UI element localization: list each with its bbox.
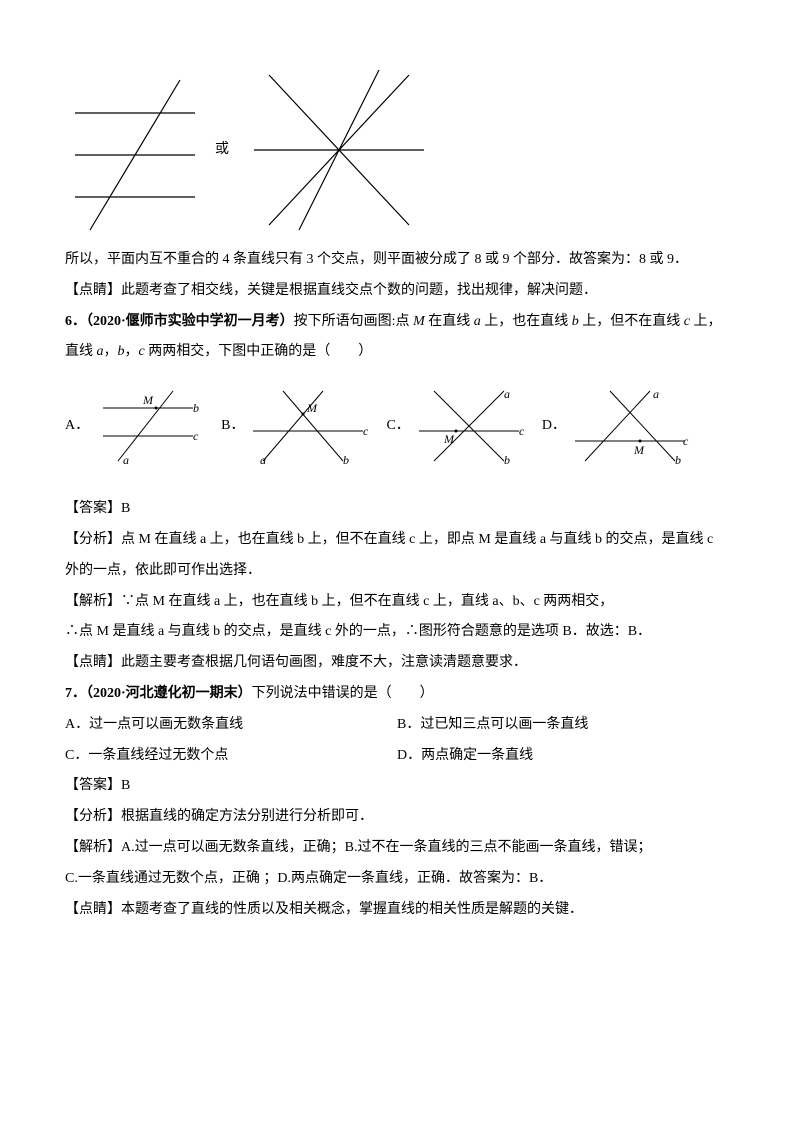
q7-optD: D．两点确定一条直线 [397, 741, 729, 772]
svg-text:a: a [260, 453, 266, 466]
q6-t5: 上， [690, 314, 722, 329]
figure-lines-2 [239, 65, 439, 235]
option-C-label: C． [386, 411, 409, 442]
q6-b: b [572, 314, 579, 329]
or-text: 或 [215, 135, 229, 166]
q6-t1: 按下所语句画图:点 [294, 314, 413, 329]
svg-text:c: c [193, 429, 199, 443]
q7-jiexi: 【解析】A.过一点可以画无数条直线，正确；B.过不在一条直线的三点不能画一条直线… [65, 833, 729, 864]
q7-optA: A．过一点可以画无数条直线 [65, 710, 397, 741]
svg-text:a: a [504, 387, 510, 401]
q6-options: A． M b c a B． M c a b C． [65, 386, 729, 466]
q7-stem: 7．（2020·河北遵化初一期末）下列说法中错误的是（ ） [65, 679, 729, 710]
q6-l2b: ， [104, 344, 118, 359]
svg-text:M: M [142, 393, 154, 407]
option-C-figure: M c a b [414, 386, 524, 466]
q6-dianjing: 【点睛】此题主要考查根据几何语句画图，难度不大，注意读清题意要求． [65, 648, 729, 679]
q6-jiexi1: 【解析】∵点 M 在直线 a 上，也在直线 b 上，但不在直线 c 上，直线 a… [65, 587, 729, 618]
option-C: C． M c a b [386, 386, 523, 466]
option-A-label: A． [65, 411, 89, 442]
svg-text:M: M [443, 432, 455, 446]
q7-jiexi2: C.一条直线通过无数个点，正确 ；D.两点确定一条直线，正确．故答案为：B． [65, 864, 729, 895]
top-dianjing: 【点睛】此题考查了相交线，关键是根据直线交点个数的问题，找出规律，解决问题． [65, 276, 729, 307]
q6-fenxi: 【分析】点 M 在直线 a 上，也在直线 b 上，但不在直线 c 上，即点 M … [65, 525, 729, 587]
top-conclusion: 所以，平面内互不重合的 4 条直线只有 3 个交点，则平面被分成了 8 或 9 … [65, 245, 729, 276]
svg-text:b: b [193, 401, 199, 415]
svg-text:c: c [683, 434, 689, 448]
svg-text:b: b [504, 453, 510, 466]
svg-text:M: M [633, 443, 645, 457]
q6-t3: 上，也在直线 [481, 314, 572, 329]
q6-stem: 6．（2020·偃师市实验中学初一月考）按下所语句画图:点 M 在直线 a 上，… [65, 307, 729, 338]
option-D: D． M c a b [542, 386, 690, 466]
option-B: B． M c a b [221, 386, 368, 466]
option-D-label: D． [542, 411, 566, 442]
svg-text:b: b [343, 453, 349, 466]
option-A: A． M b c a [65, 386, 203, 466]
q6-M: M [413, 314, 425, 329]
q6-jiexi2: ∴点 M 是直线 a 与直线 b 的交点，是直线 c 外的一点，∴图形符合题意的… [65, 617, 729, 648]
q7-optC: C．一条直线经过无数个点 [65, 741, 397, 772]
q7-answer: 【答案】B [65, 771, 729, 802]
svg-text:a: a [653, 387, 659, 401]
option-B-figure: M c a b [248, 386, 368, 466]
option-A-figure: M b c a [93, 386, 203, 466]
q6-a: a [474, 314, 481, 329]
q7-dianjing: 【点睛】本题考查了直线的性质以及相关概念，掌握直线的相关性质是解题的关键． [65, 895, 729, 926]
svg-text:a: a [123, 453, 129, 466]
figure-lines-1 [65, 65, 205, 235]
q6-t2: 在直线 [425, 314, 474, 329]
top-figure-pair: 或 [65, 65, 729, 235]
q6-l2d: 两两相交，下图中正确的是（ ） [145, 344, 373, 359]
q7-options-row1: A．过一点可以画无数条直线 B．过已知三点可以画一条直线 [65, 710, 729, 741]
svg-text:c: c [519, 424, 524, 438]
svg-text:c: c [363, 424, 368, 438]
option-D-figure: M c a b [570, 386, 690, 466]
q6-answer: 【答案】B [65, 494, 729, 525]
svg-text:b: b [675, 453, 681, 466]
q7-t1: 下列说法中错误的是（ ） [252, 686, 434, 701]
q6-t4: 上，但不在直线 [579, 314, 684, 329]
q6-a2: a [97, 344, 104, 359]
svg-text:M: M [306, 401, 318, 415]
option-B-label: B． [221, 411, 244, 442]
q7-options-row2: C．一条直线经过无数个点 D．两点确定一条直线 [65, 741, 729, 772]
q6-source: 6．（2020·偃师市实验中学初一月考） [65, 314, 294, 329]
q6-l2c: ， [125, 344, 139, 359]
q6-l2a: 直线 [65, 344, 97, 359]
q6-stem-2: 直线 a，b，c 两两相交，下图中正确的是（ ） [65, 337, 729, 368]
q7-source: 7．（2020·河北遵化初一期末） [65, 686, 252, 701]
q7-fenxi: 【分析】根据直线的确定方法分别进行分析即可． [65, 802, 729, 833]
q7-optB: B．过已知三点可以画一条直线 [397, 710, 729, 741]
q6-b2: b [118, 344, 125, 359]
